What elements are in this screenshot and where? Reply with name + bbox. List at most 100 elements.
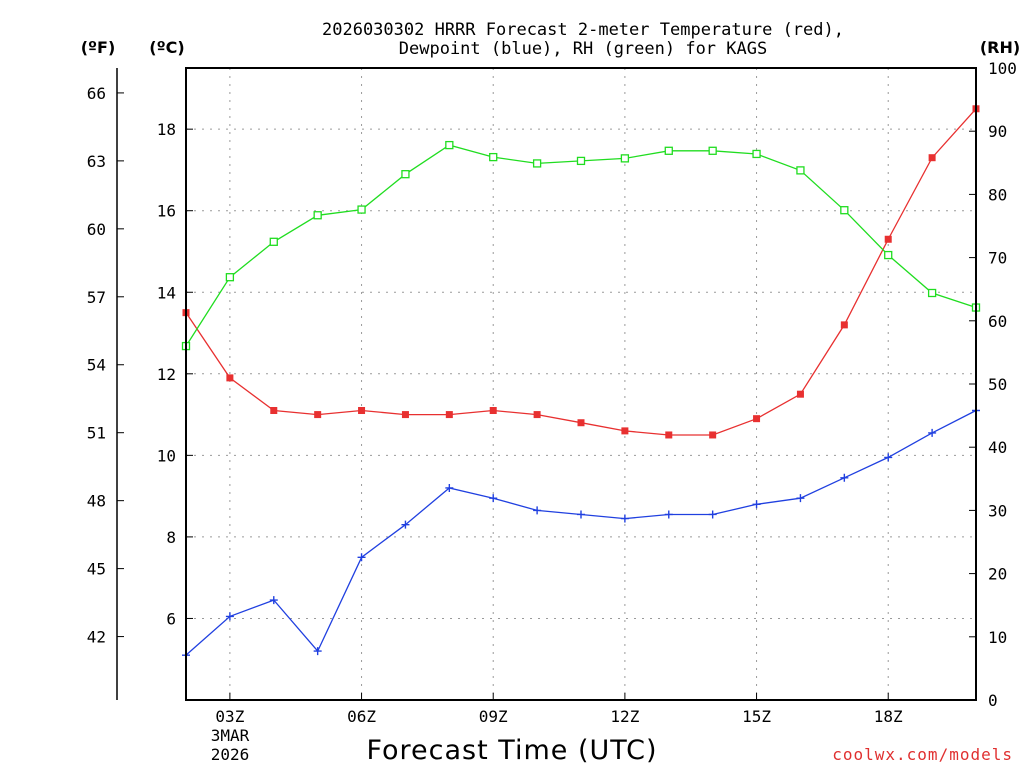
time-axis: 03Z 06Z 09Z 12Z 15Z 18Z [215,693,903,726]
dewpoint-point [269,596,278,605]
celsius-tick-label: 14 [157,283,176,302]
series-line-dewpoint [185,409,977,656]
dewpoint-point [357,553,366,562]
rh-tick-label: 50 [988,375,1007,394]
temperature-point [577,419,585,427]
rh-point [313,211,322,220]
fahrenheit-tick-label: 42 [87,628,106,647]
temperature-point [445,411,453,419]
rh-point [576,156,586,166]
fahrenheit-tick-label: 45 [87,560,106,579]
grid-lines [186,68,976,700]
dewpoint-point [752,500,761,509]
dewpoint-point [577,510,585,519]
temperature-point [709,431,717,439]
rh-tick-label: 40 [988,438,1007,457]
temperature-point [665,431,673,439]
time-tick-label: 09Z [479,707,508,726]
credit-text: coolwx.com/models [832,745,1013,764]
dewpoint-point [884,453,893,462]
fahrenheit-tick-label: 54 [87,356,106,375]
x-axis-label: Forecast Time (UTC) [366,735,657,766]
dewpoint-point [533,506,542,515]
fahrenheit-tick-label: 66 [87,84,106,103]
rh-point [357,205,366,214]
chart-title-line2: Dewpoint (blue), RH (green) for KAGS [399,39,767,59]
temperature-point [840,321,848,329]
temperature-point [753,415,761,423]
temperature-point [928,154,936,162]
rh-tick-label: 0 [988,691,998,710]
fahrenheit-tick-label: 51 [87,424,106,443]
temperature-point [270,407,278,415]
rh-tick-label: 30 [988,501,1007,520]
series-dewpoint [182,406,980,660]
dewpoint-point [620,514,629,523]
celsius-tick-label: 10 [157,446,176,465]
fahrenheit-tick-label: 60 [87,220,106,239]
rh-point [752,149,761,159]
plot-frame [185,67,977,701]
time-tick-label: 06Z [347,707,376,726]
celsius-tick-label: 8 [166,528,176,547]
rh-point [708,146,717,155]
temperature-point [533,411,541,419]
celsius-tick-label: 16 [157,202,176,221]
rh-tick-label: 10 [988,628,1007,647]
time-tick-label: 03Z [215,707,244,726]
temperature-point [796,390,804,398]
rh-point [840,206,849,215]
celsius-tick-label: 12 [157,365,176,384]
dewpoint-point [225,612,234,621]
fahrenheit-tick-label: 48 [87,492,106,511]
celsius-axis: 6 8 10 12 14 16 18 [157,120,193,628]
temperature-point [226,374,234,382]
time-tick-label: 15Z [742,707,771,726]
dewpoint-point [840,473,849,482]
dewpoint-point [401,520,410,529]
chart-title-line1: 2026030302 HRRR Forecast 2-meter Tempera… [322,20,844,40]
date-label-year: 2026 [211,745,250,764]
dewpoint-point [313,647,322,656]
dewpoint-point [796,494,805,503]
rh-point [796,166,805,175]
series-line-relative-humidity [185,144,977,347]
dewpoint-point [664,510,673,519]
rh-point [884,250,893,260]
rh-tick-label: 100 [988,59,1017,78]
rh-tick-label: 80 [988,185,1007,204]
rh-point [620,154,630,163]
fahrenheit-tick-label: 63 [87,152,106,171]
fahrenheit-axis-unit: (ºF) [81,38,116,57]
temperature-point [401,411,409,419]
time-tick-label: 12Z [610,707,639,726]
rh-point [225,273,235,282]
date-label-month: 3MAR [211,726,250,745]
temperature-point [314,411,322,419]
rh-point [401,170,410,179]
time-tick-label: 18Z [874,707,903,726]
temperature-point [358,407,366,415]
temperature-point [489,407,497,415]
series-relative-humidity [181,140,981,351]
rh-point [927,288,937,298]
rh-tick-label: 90 [988,122,1007,141]
dewpoint-point [708,510,717,519]
rh-point [445,140,454,150]
rh-point [269,237,278,246]
rh-point [489,152,498,162]
rh-axis: 0 10 20 30 40 50 60 70 80 90 100 [969,59,1017,710]
celsius-tick-label: 18 [157,120,176,139]
rh-point [664,146,673,155]
fahrenheit-tick-label: 57 [87,288,106,307]
dewpoint-point [928,428,937,437]
rh-point [532,159,542,168]
temperature-point [621,427,629,435]
dewpoint-point [489,494,498,503]
celsius-axis-unit: (ºC) [149,38,184,57]
series-temperature [182,105,980,439]
temperature-point [884,235,892,243]
rh-axis-unit: (RH) [980,38,1020,57]
celsius-tick-label: 6 [166,609,176,628]
